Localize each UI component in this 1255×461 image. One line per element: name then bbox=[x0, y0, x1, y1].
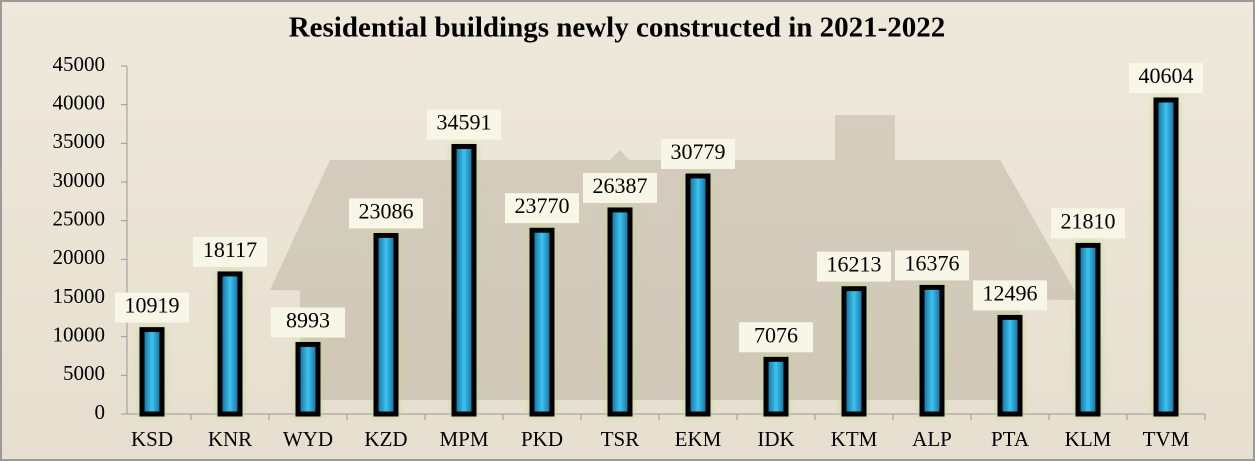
value-label: 18117 bbox=[203, 237, 257, 262]
x-tick-label: KZD bbox=[364, 427, 407, 451]
x-tick-label: KNR bbox=[208, 427, 252, 451]
value-label: 16213 bbox=[827, 252, 882, 277]
y-tick-label: 0 bbox=[95, 400, 106, 424]
x-tick-label: KLM bbox=[1065, 427, 1112, 451]
bar bbox=[922, 287, 942, 414]
bar bbox=[1156, 100, 1176, 414]
bar bbox=[766, 359, 786, 414]
value-label: 21810 bbox=[1061, 208, 1116, 233]
y-tick-label: 45000 bbox=[53, 52, 106, 76]
y-tick-label: 25000 bbox=[53, 206, 106, 230]
bar bbox=[454, 146, 474, 414]
y-tick-label: 40000 bbox=[53, 90, 106, 114]
bar bbox=[376, 235, 396, 414]
y-tick-label: 5000 bbox=[63, 361, 105, 385]
value-label: 26387 bbox=[593, 173, 648, 198]
bar bbox=[142, 330, 162, 414]
bar bbox=[220, 274, 240, 414]
x-tick-label: IDK bbox=[757, 427, 794, 451]
x-tick-label: EKM bbox=[675, 427, 722, 451]
value-label: 7076 bbox=[754, 322, 798, 347]
y-tick-label: 30000 bbox=[53, 168, 106, 192]
bar bbox=[688, 176, 708, 414]
value-label: 23770 bbox=[515, 193, 570, 218]
chart: Residential buildings newly constructed … bbox=[0, 0, 1255, 461]
y-tick-label: 35000 bbox=[53, 129, 106, 153]
x-tick-label: TSR bbox=[601, 427, 640, 451]
x-tick-label: PKD bbox=[521, 427, 563, 451]
bar bbox=[298, 344, 318, 414]
value-label: 10919 bbox=[125, 293, 180, 318]
x-tick-label: TVM bbox=[1143, 427, 1190, 451]
bar bbox=[1078, 245, 1098, 414]
x-tick-label: PTA bbox=[991, 427, 1030, 451]
value-label: 34591 bbox=[437, 110, 492, 135]
y-tick-label: 10000 bbox=[53, 322, 106, 346]
value-label: 16376 bbox=[905, 250, 960, 275]
bar bbox=[844, 289, 864, 414]
y-tick-label: 20000 bbox=[53, 245, 106, 269]
bar bbox=[610, 210, 630, 414]
x-tick-label: WYD bbox=[283, 427, 333, 451]
value-label: 12496 bbox=[983, 280, 1038, 305]
bar bbox=[1000, 317, 1020, 414]
x-tick-label: MPM bbox=[439, 427, 488, 451]
bar bbox=[532, 230, 552, 414]
x-tick-label: KTM bbox=[831, 427, 878, 451]
value-label: 30779 bbox=[671, 139, 726, 164]
value-label: 23086 bbox=[359, 199, 414, 224]
x-tick-label: KSD bbox=[131, 427, 173, 451]
x-tick-label: ALP bbox=[912, 427, 952, 451]
y-tick-label: 15000 bbox=[53, 284, 106, 308]
value-label: 8993 bbox=[286, 308, 330, 333]
value-label: 40604 bbox=[1139, 63, 1194, 88]
chart-title: Residential buildings newly constructed … bbox=[289, 12, 946, 44]
